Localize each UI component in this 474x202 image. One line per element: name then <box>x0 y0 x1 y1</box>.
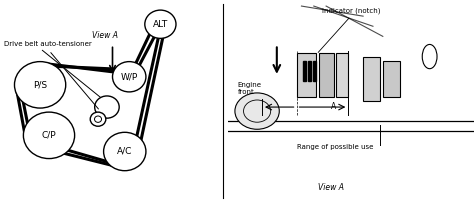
Text: Engine
front: Engine front <box>237 82 261 95</box>
Circle shape <box>90 112 106 126</box>
Text: Indicator (notch): Indicator (notch) <box>321 8 380 14</box>
Circle shape <box>104 132 146 171</box>
Circle shape <box>95 96 119 118</box>
Circle shape <box>112 62 146 92</box>
Text: View A: View A <box>318 183 344 192</box>
Text: Range of possible use: Range of possible use <box>297 144 373 150</box>
Bar <box>336 53 348 97</box>
Bar <box>303 61 306 81</box>
Text: P/S: P/S <box>33 80 47 89</box>
Text: View A: View A <box>91 31 118 40</box>
Bar <box>363 57 380 101</box>
Circle shape <box>15 62 66 108</box>
Bar <box>297 53 316 97</box>
Text: W/P: W/P <box>120 72 138 81</box>
Bar <box>383 61 400 97</box>
Circle shape <box>235 93 279 129</box>
Circle shape <box>145 10 176 38</box>
Bar <box>308 61 310 81</box>
Bar <box>319 53 334 97</box>
Text: C/P: C/P <box>42 131 56 140</box>
Bar <box>312 61 316 81</box>
Text: A: A <box>331 102 336 110</box>
Text: ALT: ALT <box>153 20 168 29</box>
Circle shape <box>23 112 74 159</box>
Text: A/C: A/C <box>117 147 132 156</box>
Text: Drive belt auto-tensioner: Drive belt auto-tensioner <box>4 41 92 47</box>
